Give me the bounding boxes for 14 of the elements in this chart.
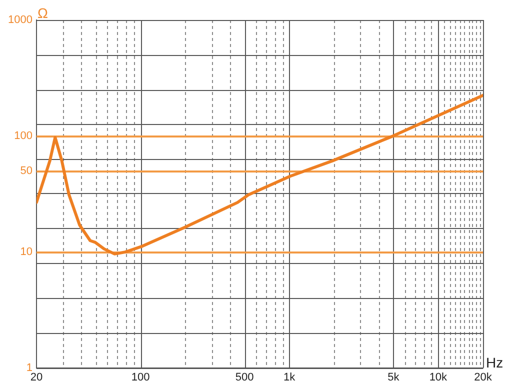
x-tick-label: 20 xyxy=(30,371,43,384)
y-axis-title: Ω xyxy=(37,4,48,21)
x-tick-label: 1k xyxy=(284,371,296,384)
y-tick-label: 10 xyxy=(20,246,32,258)
y-tick-label: 50 xyxy=(20,164,32,177)
x-tick-label: 100 xyxy=(131,371,150,384)
y-tick-label: 1000 xyxy=(8,14,32,26)
y-tick-label: 100 xyxy=(14,130,32,142)
x-tick-label: 500 xyxy=(235,371,254,384)
x-tick-label: 10k xyxy=(429,371,448,384)
x-tick-label: 20k xyxy=(474,371,492,384)
x-axis-title: Hz xyxy=(486,354,504,371)
y-tick-label: 1 xyxy=(26,362,32,374)
x-tick-label: 5k xyxy=(388,371,400,384)
